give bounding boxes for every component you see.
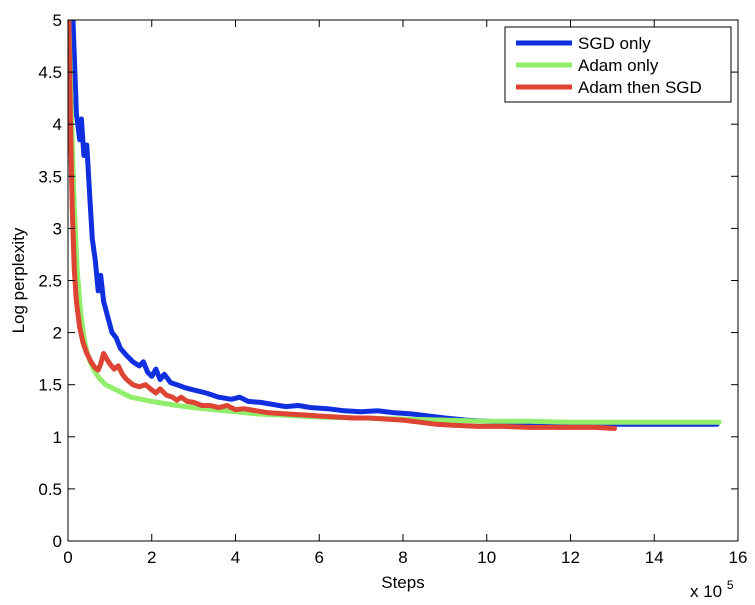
legend-label: SGD only: [578, 34, 651, 53]
x-tick-label: 14: [645, 548, 664, 567]
y-tick-label: 0: [53, 532, 62, 551]
y-tick-label: 2: [53, 324, 62, 343]
y-tick-label: 0.5: [38, 480, 62, 499]
x-tick-label: 0: [63, 548, 72, 567]
legend-label: Adam only: [578, 56, 659, 75]
x-axis-multiplier: x 10 5: [690, 578, 734, 601]
y-axis-label: Log perplexity: [9, 227, 28, 333]
x-tick-label: 16: [729, 548, 748, 567]
y-tick-label: 4: [53, 115, 62, 134]
x-tick-label: 6: [315, 548, 324, 567]
y-tick-label: 2.5: [38, 272, 62, 291]
x-tick-label: 10: [477, 548, 496, 567]
y-tick-label: 3.5: [38, 167, 62, 186]
x-axis-label: Steps: [381, 573, 424, 592]
x-axis-multiplier-exponent: 5: [727, 578, 734, 592]
y-tick-label: 1: [53, 428, 62, 447]
legend: SGD only Adam only Adam then SGD: [504, 26, 732, 103]
x-tick-label: 2: [147, 548, 156, 567]
y-tick-label: 5: [53, 11, 62, 30]
x-tick-label: 12: [561, 548, 580, 567]
x-axis-multiplier-base: x 10: [690, 582, 722, 601]
axis-ticks: 0 2 4 6 8 10 12 14 16 0 0.5 1 1.5 2 2.5 3 3.5 4 4.5 5: [38, 11, 747, 567]
y-tick-label: 1.5: [38, 376, 62, 395]
series-line-2: [68, 20, 617, 431]
legend-label: Adam then SGD: [578, 78, 702, 97]
y-tick-label: 3: [53, 219, 62, 238]
x-tick-label: 8: [398, 548, 407, 567]
series-layer: [68, 20, 722, 431]
y-tick-label: 4.5: [38, 63, 62, 82]
x-tick-label: 4: [231, 548, 240, 567]
